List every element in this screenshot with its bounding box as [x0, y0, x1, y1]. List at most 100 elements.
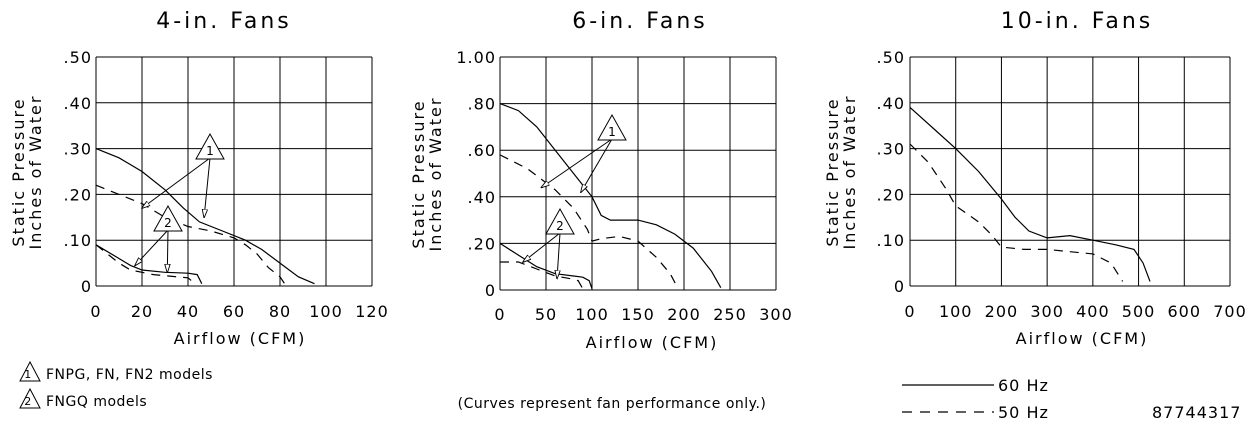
- series-line-60hz: [909, 106, 1151, 282]
- y-tick-label: .10: [64, 231, 92, 250]
- y-tick-label: .10: [877, 231, 905, 250]
- x-tick-label: 120: [355, 302, 389, 321]
- y-tick-label: .40: [877, 94, 905, 113]
- legend-item-60hz: 60 Hz: [902, 376, 1049, 395]
- legend-text: FNGQ models: [46, 394, 147, 410]
- x-tick-label: 60: [223, 302, 245, 321]
- x-tick-label: 0: [904, 302, 915, 321]
- x-axis-label: Airflow (CFM): [586, 333, 719, 352]
- y-axis-label-line2: Inches of Water: [26, 95, 45, 250]
- x-tick-label: 300: [1030, 302, 1064, 321]
- series-line-50hz: [500, 261, 584, 290]
- y-axis-label-line1: Static Pressure: [409, 99, 428, 248]
- y-tick-label: .20: [64, 185, 92, 204]
- annotation-marker-2: 2: [523, 207, 575, 278]
- legend-item-50hz: 50 Hz: [902, 403, 1049, 422]
- annotation-label: 2: [556, 219, 564, 233]
- x-tick-label: 700: [1213, 302, 1247, 321]
- y-tick-label: .30: [877, 140, 905, 159]
- annotation-arrow: [142, 157, 211, 208]
- annotation-arrow: [523, 232, 561, 262]
- footnote: (Curves represent fan performance only.): [458, 396, 767, 412]
- grid: [499, 56, 777, 291]
- y-tick-label: .50: [64, 48, 92, 67]
- chart-title: 6-in. Fans: [572, 9, 708, 34]
- chart-4in-fans: 4-in. Fans Airflow (CFM) Static Pressure…: [9, 9, 389, 348]
- legend-marker-label: 2: [24, 395, 32, 408]
- legend-marker-label: 1: [24, 368, 32, 381]
- y-axis-label-line2: Inches of Water: [426, 97, 445, 252]
- y-tick-label: .30: [64, 140, 92, 159]
- annotation-marker-1: 1: [541, 113, 627, 192]
- annotation-marker-2: 2: [135, 204, 183, 272]
- x-tick-label: 500: [1122, 302, 1156, 321]
- annotation-arrow: [581, 138, 613, 192]
- x-tick-label: 0: [90, 302, 101, 321]
- legend-text: FNPG, FN, FN2 models: [46, 367, 213, 383]
- annotation-marker-1: 1: [142, 132, 225, 217]
- series-line-60hz: [95, 244, 203, 284]
- x-tick-label: 50: [535, 305, 557, 324]
- x-tick-label: 0: [494, 305, 505, 324]
- triangle-marker-icon: [195, 132, 225, 160]
- x-tick-label: 400: [1076, 302, 1110, 321]
- series-line-50hz: [95, 184, 286, 285]
- x-tick-label: 40: [177, 302, 199, 321]
- y-tick-label: .40: [64, 94, 92, 113]
- annotation-label: 2: [164, 216, 172, 230]
- y-axis-label-line2: Inches of Water: [840, 95, 859, 250]
- y-tick-label: 0: [485, 281, 496, 300]
- y-tick-label: 0: [894, 277, 905, 296]
- triangle-marker-icon: [153, 204, 183, 232]
- y-tick-label: .40: [468, 188, 496, 207]
- x-tick-label: 600: [1168, 302, 1202, 321]
- grid: [909, 56, 1231, 287]
- x-tick-label: 20: [131, 302, 153, 321]
- model-legend: 1 FNPG, FN, FN2 models 2 FNGQ models: [19, 360, 213, 410]
- triangle-marker-icon: [597, 113, 627, 141]
- annotation-label: 1: [206, 144, 214, 158]
- y-axis-label-line1: Static Pressure: [823, 97, 842, 246]
- triangle-marker-icon: [19, 360, 41, 382]
- y-tick-label: .20: [468, 234, 496, 253]
- y-tick-label: .20: [877, 185, 905, 204]
- triangle-marker-icon: [545, 207, 575, 235]
- document-number: 87744317: [1152, 403, 1241, 422]
- series-line-60hz: [499, 103, 722, 288]
- annotation-arrow: [135, 229, 169, 265]
- legend-item-model-2: 2 FNGQ models: [19, 387, 147, 410]
- chart-title: 10-in. Fans: [1001, 9, 1154, 34]
- y-tick-label: 1.00: [456, 48, 496, 67]
- y-tick-label: .80: [468, 95, 496, 114]
- x-tick-label: 200: [985, 302, 1019, 321]
- chart-10in-fans: 10-in. Fans Airflow (CFM) Static Pressur…: [823, 9, 1247, 348]
- y-tick-label: 0: [81, 277, 92, 296]
- annotation-arrow: [557, 232, 560, 278]
- x-tick-label: 80: [269, 302, 291, 321]
- x-tick-label: 100: [309, 302, 343, 321]
- series-line-60hz: [95, 148, 315, 285]
- annotation-arrow: [204, 157, 211, 217]
- y-tick-label: .50: [877, 48, 905, 67]
- chart-title: 4-in. Fans: [156, 9, 292, 34]
- legend-text: 60 Hz: [998, 376, 1049, 395]
- annotation-arrow: [541, 138, 613, 187]
- series-line-50hz: [499, 154, 679, 288]
- x-axis-label: Airflow (CFM): [174, 329, 307, 348]
- annotation-arrow: [167, 229, 168, 272]
- y-axis-label-line1: Static Pressure: [9, 97, 28, 246]
- x-tick-label: 200: [667, 305, 701, 324]
- x-tick-label: 250: [713, 305, 747, 324]
- frequency-legend: 60 Hz 50 Hz: [902, 376, 1049, 422]
- triangle-marker-icon: [19, 387, 41, 409]
- series-line-50hz: [909, 143, 1124, 282]
- x-tick-label: 150: [621, 305, 655, 324]
- x-axis-label: Airflow (CFM): [1016, 329, 1149, 348]
- y-tick-label: .60: [468, 141, 496, 160]
- series-line-50hz: [95, 244, 196, 285]
- chart-6in-fans: 6-in. Fans Airflow (CFM) Static Pressure…: [409, 9, 792, 352]
- grid: [95, 56, 373, 287]
- x-tick-label: 100: [575, 305, 609, 324]
- legend-text: 50 Hz: [998, 403, 1049, 422]
